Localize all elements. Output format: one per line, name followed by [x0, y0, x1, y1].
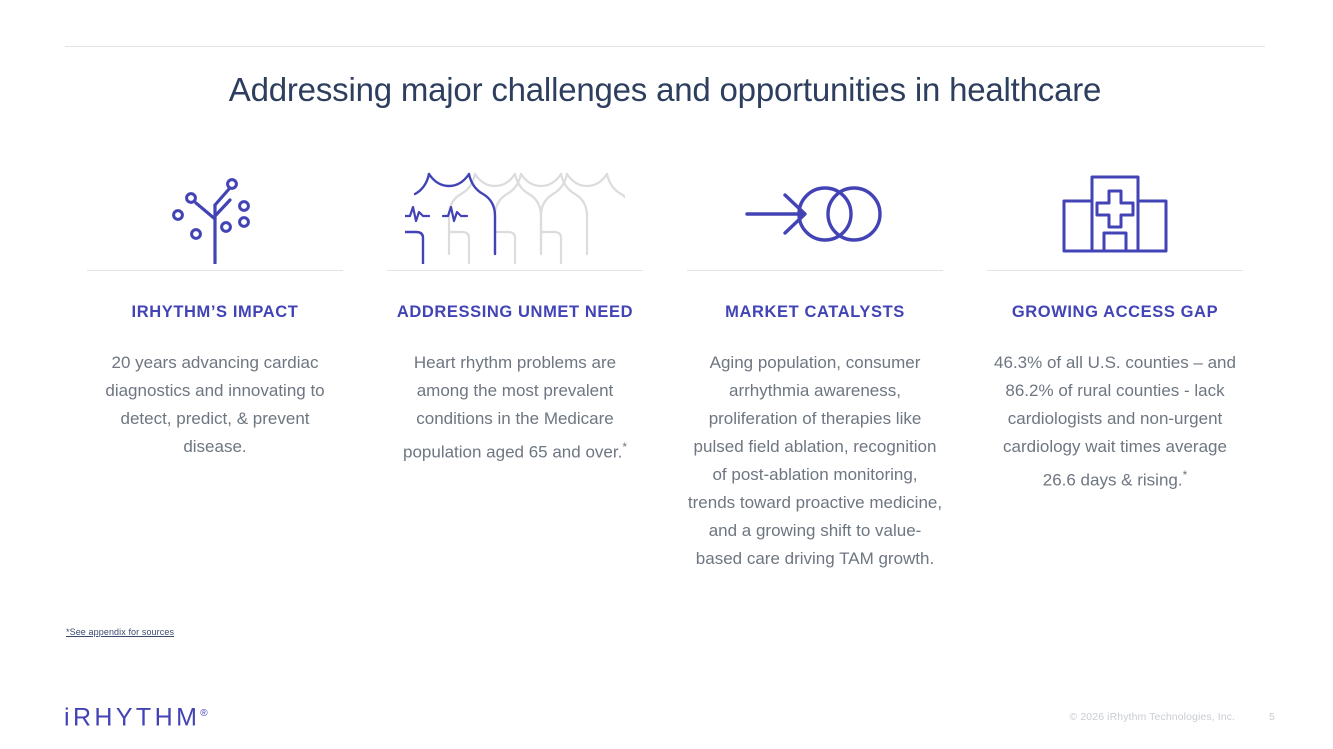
torso-ecg-crowd-icon — [387, 160, 643, 268]
logo-wordmark: iRHYTHM — [64, 703, 201, 732]
column-body-text: 46.3% of all U.S. counties – and 86.2% o… — [994, 353, 1236, 490]
column-heading: GROWING ACCESS GAP — [1011, 303, 1219, 321]
column-divider — [687, 270, 943, 271]
column-body: 20 years advancing cardiac diagnostics a… — [87, 349, 343, 461]
footnote-marker: * — [1182, 468, 1188, 482]
page-number: 5 — [1269, 711, 1275, 723]
column-body-text: 20 years advancing cardiac diagnostics a… — [105, 353, 325, 456]
column-heading: ADDRESSING UNMET NEED — [396, 303, 634, 321]
column-body: 46.3% of all U.S. counties – and 86.2% o… — [987, 349, 1243, 495]
arrow-venn-circles-icon — [687, 160, 943, 268]
column-heading: IRHYTHM’S IMPACT — [131, 303, 299, 321]
column-growing-access-gap: GROWING ACCESS GAP 46.3% of all U.S. cou… — [965, 160, 1265, 495]
column-irhythms-impact: IRHYTHM’S IMPACT 20 years advancing card… — [65, 160, 365, 461]
footnote-marker: * — [622, 440, 627, 454]
hospital-building-icon — [987, 160, 1243, 268]
column-body: Aging population, consumer arrhythmia aw… — [687, 349, 943, 573]
appendix-sources-link[interactable]: *See appendix for sources — [66, 627, 175, 637]
circuit-tree-icon — [87, 160, 343, 268]
column-addressing-unmet-need: ADDRESSING UNMET NEED Heart rhythm probl… — [365, 160, 665, 467]
header-divider — [65, 46, 1265, 47]
column-body-text: Aging population, consumer arrhythmia aw… — [687, 353, 943, 568]
column-body-text: Heart rhythm problems are among the most… — [403, 353, 623, 462]
slide-footer: © 2026 iRhythm Technologies, Inc. 5 — [1070, 711, 1275, 723]
column-divider — [387, 270, 643, 271]
page-title: Addressing major challenges and opportun… — [228, 71, 1102, 108]
column-heading: MARKET CATALYSTS — [725, 303, 905, 321]
columns-container: IRHYTHM’S IMPACT 20 years advancing card… — [65, 160, 1265, 573]
copyright-text: © 2026 iRhythm Technologies, Inc. — [1069, 711, 1236, 723]
column-body: Heart rhythm problems are among the most… — [387, 349, 643, 467]
irhythm-logo: iRHYTHM® — [64, 700, 208, 731]
column-divider — [87, 270, 343, 271]
registered-trademark-icon: ® — [200, 708, 208, 719]
column-divider — [987, 270, 1243, 271]
column-market-catalysts: MARKET CATALYSTS Aging population, consu… — [665, 160, 965, 573]
